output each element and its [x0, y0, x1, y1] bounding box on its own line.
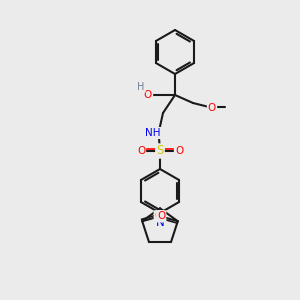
Text: S: S [156, 145, 164, 158]
Text: O: O [144, 90, 152, 100]
Text: O: O [175, 146, 183, 156]
Text: O: O [155, 211, 163, 221]
Text: N: N [156, 217, 164, 230]
Text: O: O [208, 103, 216, 113]
Text: H: H [137, 82, 145, 92]
Text: O: O [157, 211, 165, 221]
Text: NH: NH [145, 128, 161, 138]
Text: O: O [137, 146, 145, 156]
